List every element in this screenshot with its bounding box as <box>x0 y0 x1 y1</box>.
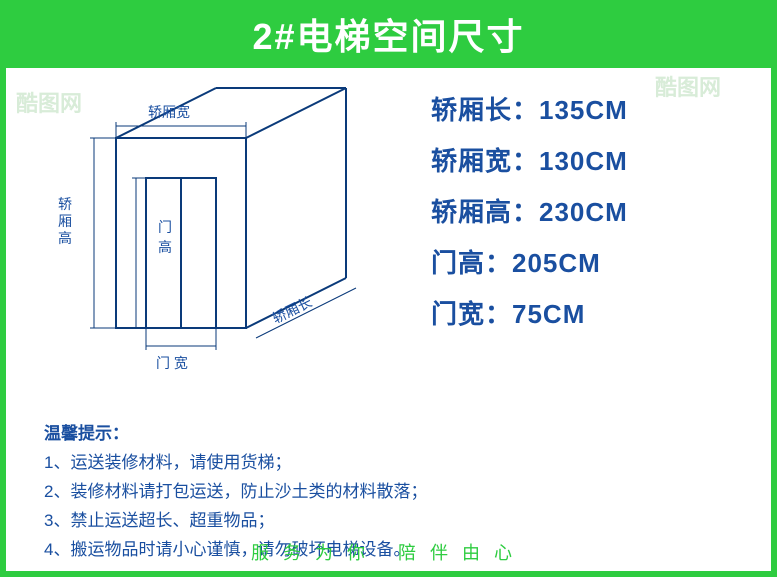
label-door-width: 门 宽 <box>156 353 188 373</box>
spec-row: 轿厢宽：130CM <box>431 141 751 178</box>
tip-item: 2、装修材料请打包运送，防止沙土类的材料散落； <box>44 478 427 507</box>
poster-frame: 2#电梯空间尺寸 酷图网 酷图网 <box>0 0 777 577</box>
spec-list: 轿厢长：135CM 轿厢宽：130CM 轿厢高：230CM 门高：205CM 门… <box>431 90 751 345</box>
tip-item: 1、运送装修材料，请使用货梯； <box>44 449 427 478</box>
spec-value: 135CM <box>539 95 628 125</box>
spec-label: 门宽： <box>431 299 512 329</box>
spec-label: 门高： <box>431 248 512 278</box>
spec-value: 230CM <box>539 197 628 227</box>
spec-row: 门宽：75CM <box>431 294 751 331</box>
page-title: 2#电梯空间尺寸 <box>252 16 524 57</box>
spec-value: 75CM <box>512 299 585 329</box>
label-cab-height: 轿 厢 高 <box>58 196 72 246</box>
footer-slogan: 服务为你 陪伴由心 <box>6 539 771 565</box>
body: 酷图网 酷图网 <box>6 68 771 571</box>
tip-item: 3、禁止运送超长、超重物品； <box>44 507 427 536</box>
label-door-height: 门 高 <box>158 218 172 257</box>
header-bar: 2#电梯空间尺寸 <box>6 6 771 68</box>
spec-label: 轿厢高： <box>431 197 539 227</box>
spec-row: 门高：205CM <box>431 243 751 280</box>
label-cab-width: 轿厢宽 <box>148 102 190 122</box>
diagram-svg <box>46 78 406 398</box>
spec-value: 205CM <box>512 248 601 278</box>
spec-value: 130CM <box>539 146 628 176</box>
tips-title: 温馨提示： <box>44 420 427 449</box>
spec-label: 轿厢宽： <box>431 146 539 176</box>
spec-row: 轿厢长：135CM <box>431 90 751 127</box>
spec-label: 轿厢长： <box>431 95 539 125</box>
spec-row: 轿厢高：230CM <box>431 192 751 229</box>
elevator-diagram: 轿厢宽 轿 厢 高 门 高 轿厢长 门 宽 <box>46 78 406 398</box>
